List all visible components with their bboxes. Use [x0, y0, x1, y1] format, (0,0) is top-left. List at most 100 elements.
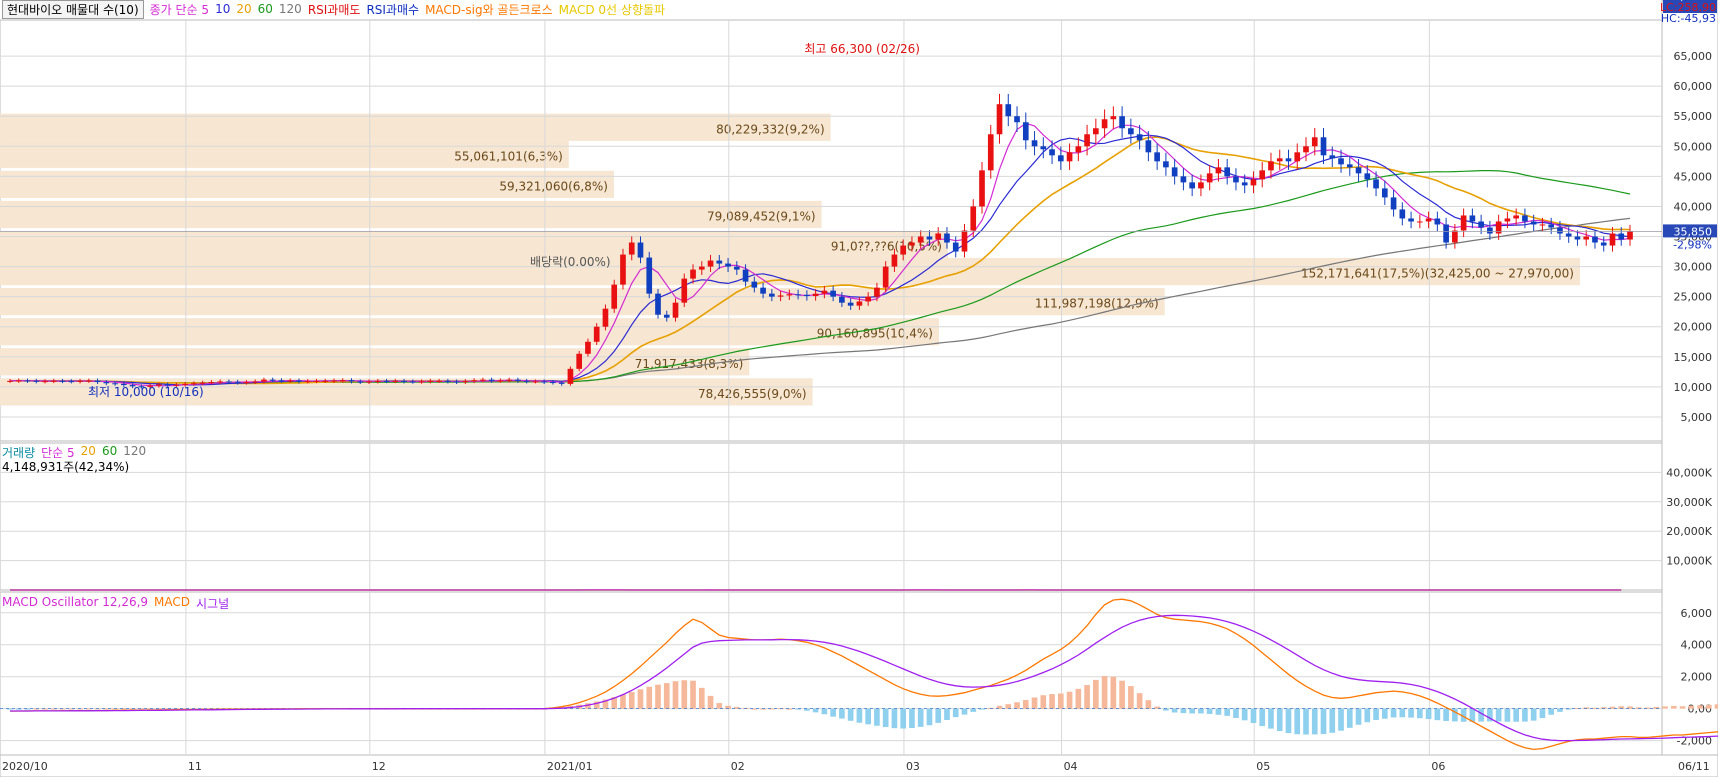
macd-oscillator-bar [979, 708, 985, 710]
candle-body [103, 382, 110, 384]
volume-legend-ma120[interactable]: 120 [123, 444, 147, 458]
x-tick-label: 04 [1064, 760, 1078, 773]
legend-ma5[interactable]: 종가 단순 5 [149, 2, 210, 17]
candle-body [24, 380, 31, 382]
candle-body [1600, 242, 1607, 246]
candle-body [85, 380, 92, 382]
macd-tick-label: 6,000 [1681, 607, 1713, 620]
candle-body [121, 383, 127, 386]
legend-ma60[interactable]: 60 [257, 2, 273, 16]
candle-body [1487, 227, 1493, 234]
macd-oscillator-bar [1329, 708, 1336, 733]
macd-oscillator-bar [1530, 708, 1537, 721]
macd-oscillator-bar [1565, 708, 1572, 710]
macd-oscillator-bar [1101, 676, 1108, 709]
candle-body [243, 382, 250, 384]
candle-body [1469, 215, 1476, 222]
candle-body [935, 233, 942, 240]
macd-legend-macd[interactable]: MACD [154, 595, 191, 609]
legend-ma120[interactable]: 120 [278, 2, 302, 16]
legend-macd-golden[interactable]: MACD-sig와 골든크로스 [425, 2, 553, 17]
macd-oscillator-bar [970, 708, 977, 712]
macd-oscillator-bar [812, 708, 819, 713]
candle-body [480, 379, 486, 381]
volume-legend-ma20[interactable]: 20 [80, 444, 96, 458]
volume-tick-label: 10,000K [1666, 555, 1712, 568]
macd-oscillator-bar [707, 695, 714, 709]
macd-legend-signal[interactable]: 시그널 [196, 597, 230, 611]
candle-body [690, 269, 696, 279]
candle-body [672, 302, 679, 318]
macd-oscillator-bar [917, 708, 924, 727]
macd-oscillator-bar [637, 689, 644, 709]
macd-oscillator-bar [1688, 705, 1695, 709]
candle-body [1557, 227, 1563, 234]
price-tick-label: 10,000 [1674, 381, 1713, 394]
macd-legend-osc[interactable]: MACD Oscillator 12,26,9 [2, 595, 149, 609]
macd-oscillator-bar [1635, 707, 1642, 709]
macd-oscillator-bar [1478, 708, 1484, 722]
candle-body [1399, 209, 1406, 219]
macd-oscillator-bar [1679, 706, 1686, 709]
candle-body [1075, 146, 1082, 153]
candle-body [1084, 134, 1090, 147]
x-tick-label: 12 [372, 760, 386, 773]
macd-oscillator-bar [15, 708, 22, 710]
candle-body [523, 380, 530, 382]
macd-oscillator-bar [1093, 679, 1099, 709]
macd-oscillator-bar [663, 683, 670, 709]
legend-macd-zero[interactable]: MACD 0선 상향돌파 [558, 2, 666, 17]
macd-oscillator-bar [1548, 708, 1555, 715]
macd-oscillator-bar [1373, 708, 1379, 721]
stock-selector[interactable]: 현대바이오 매물대 수(10) [2, 0, 144, 19]
volume-profile-bar [0, 288, 1165, 316]
signal-line [10, 614, 1718, 742]
macd-oscillator-bar [716, 703, 723, 709]
candle-body [392, 380, 399, 382]
candle-body [725, 263, 731, 267]
macd-oscillator-bar [1487, 708, 1493, 722]
candle-body [304, 381, 311, 383]
volume-legend-ma5[interactable]: 단순 5 [41, 446, 75, 460]
volume-profile-bar [0, 113, 831, 141]
macd-oscillator-bar [672, 681, 679, 709]
legend-ma20[interactable]: 20 [236, 2, 252, 16]
macd-oscillator-bar [882, 708, 889, 728]
candle-body [462, 381, 469, 383]
macd-oscillator-bar [847, 708, 854, 721]
legend-rsi-overbought[interactable]: RSI과매수 [366, 2, 420, 17]
macd-oscillator-bar [1075, 688, 1082, 709]
legend-ma10[interactable]: 10 [215, 2, 231, 16]
volume-legend-volume[interactable]: 거래량 [2, 446, 36, 460]
candle-body [1574, 236, 1581, 240]
macd-oscillator-bar [1233, 708, 1239, 718]
low-annotation: 최저 10,000 (10/16) [88, 385, 204, 399]
candle-body [1128, 128, 1134, 135]
x-tick-label: 2020/10 [2, 760, 48, 773]
candle-body [191, 383, 197, 385]
macd-oscillator-bar [1338, 708, 1344, 731]
candle-body [1592, 236, 1598, 243]
candle-body [42, 381, 48, 383]
candle-body [628, 242, 635, 255]
candle-body [979, 170, 985, 207]
legend-rsi-oversold[interactable]: RSI과매도 [307, 2, 361, 17]
macd-oscillator-bar [1522, 708, 1528, 722]
candle-body [847, 302, 854, 306]
volume-profile-bar [0, 348, 750, 376]
macd-oscillator-bar [1154, 706, 1160, 709]
candle-body [1329, 155, 1336, 159]
macd-oscillator-bar [1189, 708, 1195, 714]
panel-frame [0, 442, 1663, 591]
candle-body [94, 380, 101, 383]
candle-body [68, 381, 75, 383]
candle-body [856, 301, 863, 306]
macd-oscillator-bar [944, 708, 950, 721]
macd-tick-label: 2,000 [1681, 671, 1713, 684]
candle-body [602, 308, 609, 327]
macd-oscillator-bar [935, 708, 942, 723]
macd-oscillator-bar [1320, 708, 1327, 735]
macd-oscillator-bar [1574, 708, 1581, 710]
volume-legend-ma60[interactable]: 60 [101, 444, 118, 458]
